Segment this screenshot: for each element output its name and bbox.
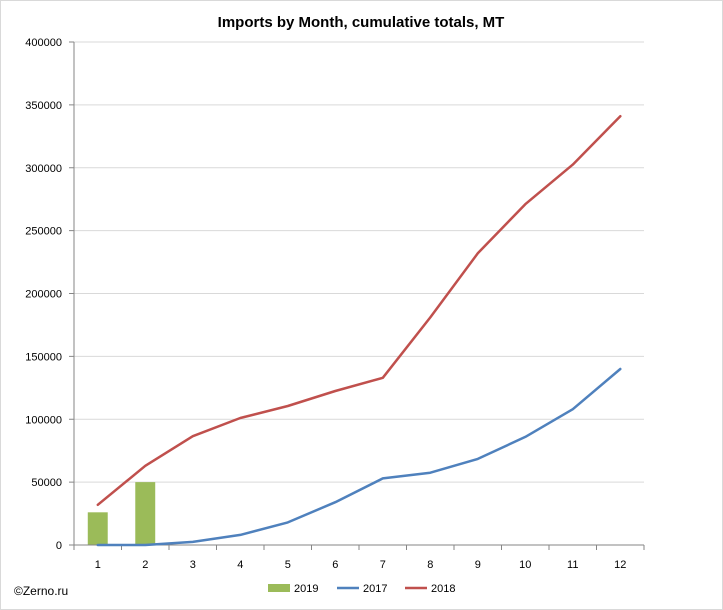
y-tick-label-0: 0 xyxy=(56,540,62,552)
point-2018-7 xyxy=(382,377,384,379)
x-tick-label-8: 8 xyxy=(427,559,433,571)
point-2017-7 xyxy=(382,477,384,479)
point-2018-11 xyxy=(572,164,574,166)
y-tick-label-5: 250000 xyxy=(25,226,62,238)
x-tick-label-11: 11 xyxy=(567,559,578,571)
y-tick-label-1: 50000 xyxy=(31,477,62,489)
x-tick-label-10: 10 xyxy=(519,559,531,571)
point-2017-9 xyxy=(477,458,479,460)
bar-2019-1 xyxy=(87,512,108,545)
y-tick-label-3: 150000 xyxy=(25,351,62,363)
x-tick-label-6: 6 xyxy=(332,559,338,571)
point-2017-12 xyxy=(619,368,621,370)
y-tick-label-4: 200000 xyxy=(25,289,62,301)
watermark-text: ©Zerno.ru xyxy=(14,584,68,598)
x-tick-label-12: 12 xyxy=(614,559,626,571)
line-series-2017 xyxy=(96,367,622,547)
point-2018-1 xyxy=(97,504,99,506)
line-series-2018 xyxy=(96,114,622,507)
axes xyxy=(69,41,645,550)
point-2017-8 xyxy=(429,472,431,474)
bar-series-layer xyxy=(87,482,156,545)
x-tick-label-1: 1 xyxy=(95,559,101,571)
point-2018-3 xyxy=(192,435,194,437)
legend-label-2019: 2019 xyxy=(294,583,318,595)
point-2018-6 xyxy=(334,390,336,392)
bar-2019-2 xyxy=(135,482,156,545)
point-2018-10 xyxy=(524,203,526,205)
x-tick-label-7: 7 xyxy=(380,559,386,571)
point-2017-10 xyxy=(524,436,526,438)
line-series-layer xyxy=(96,114,622,547)
chart-title: Imports by Month, cumulative totals, MT xyxy=(218,14,505,31)
point-2017-2 xyxy=(144,544,146,546)
legend-swatch-2019 xyxy=(268,584,290,592)
y-tick-label-6: 300000 xyxy=(25,163,62,175)
point-2017-6 xyxy=(334,501,336,503)
x-tick-label-4: 4 xyxy=(237,559,243,571)
gridlines xyxy=(74,41,644,483)
legend: 2019 2017 2018 xyxy=(268,583,455,595)
point-2018-4 xyxy=(239,417,241,419)
point-2018-12 xyxy=(619,115,621,117)
point-2017-11 xyxy=(572,408,574,410)
point-2017-5 xyxy=(287,521,289,523)
legend-label-2018: 2018 xyxy=(431,583,455,595)
point-2017-4 xyxy=(239,534,241,536)
y-tick-label-8: 400000 xyxy=(25,37,62,49)
x-tick-label-5: 5 xyxy=(285,559,291,571)
y-tick-label-2: 100000 xyxy=(25,414,62,426)
point-2018-2 xyxy=(144,465,146,467)
x-tick-labels: 1 2 3 4 5 6 7 8 9 10 11 12 xyxy=(95,559,627,571)
y-tick-labels: 0 50000 100000 150000 200000 250000 300000 3500… xyxy=(25,37,62,552)
y-tick-label-7: 350000 xyxy=(25,100,62,112)
point-2018-9 xyxy=(477,252,479,254)
x-tick-label-3: 3 xyxy=(190,559,196,571)
point-2018-8 xyxy=(429,316,431,318)
x-tick-label-2: 2 xyxy=(142,559,148,571)
point-2017-3 xyxy=(192,541,194,543)
legend-label-2017: 2017 xyxy=(363,583,387,595)
x-tick-label-9: 9 xyxy=(475,559,481,571)
point-2017-1 xyxy=(97,544,99,546)
point-2018-5 xyxy=(287,405,289,407)
